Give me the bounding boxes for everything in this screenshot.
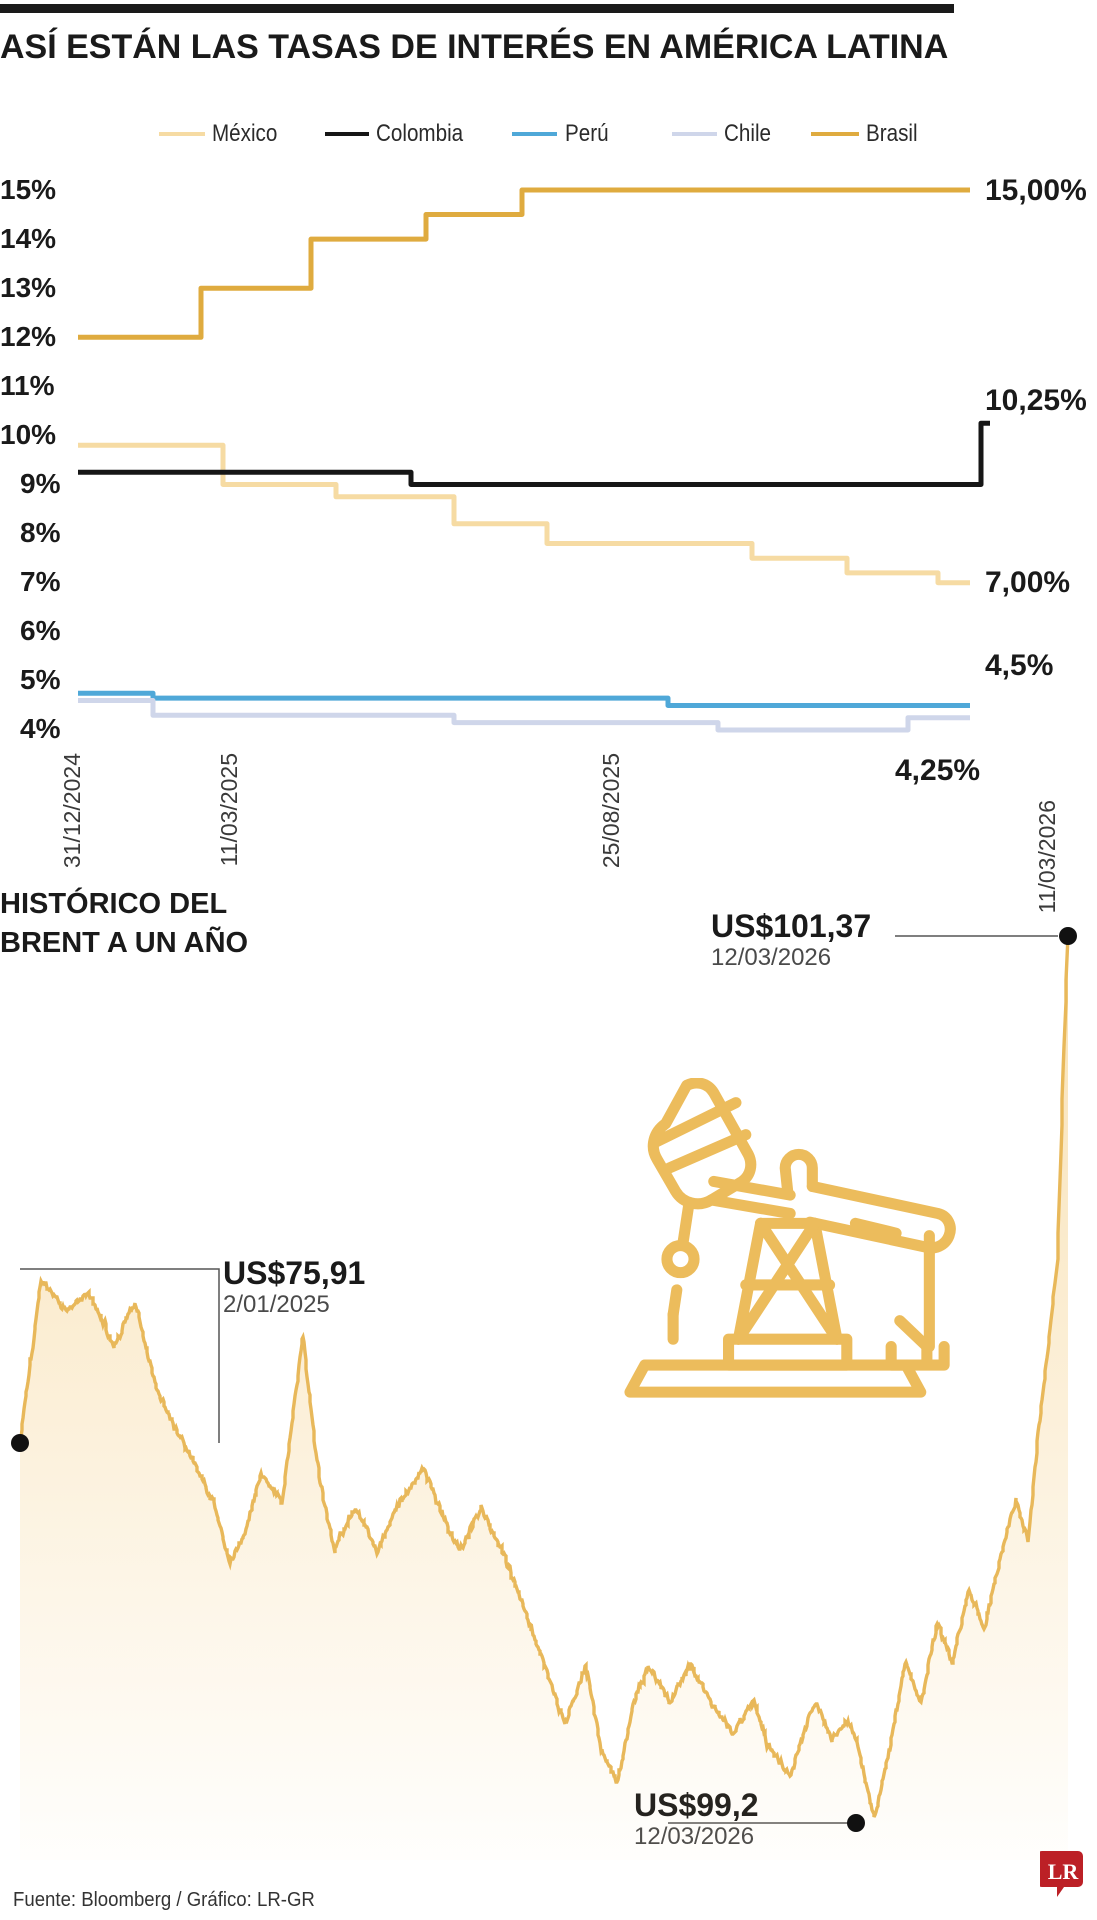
svg-text:LR: LR	[1048, 1859, 1080, 1884]
